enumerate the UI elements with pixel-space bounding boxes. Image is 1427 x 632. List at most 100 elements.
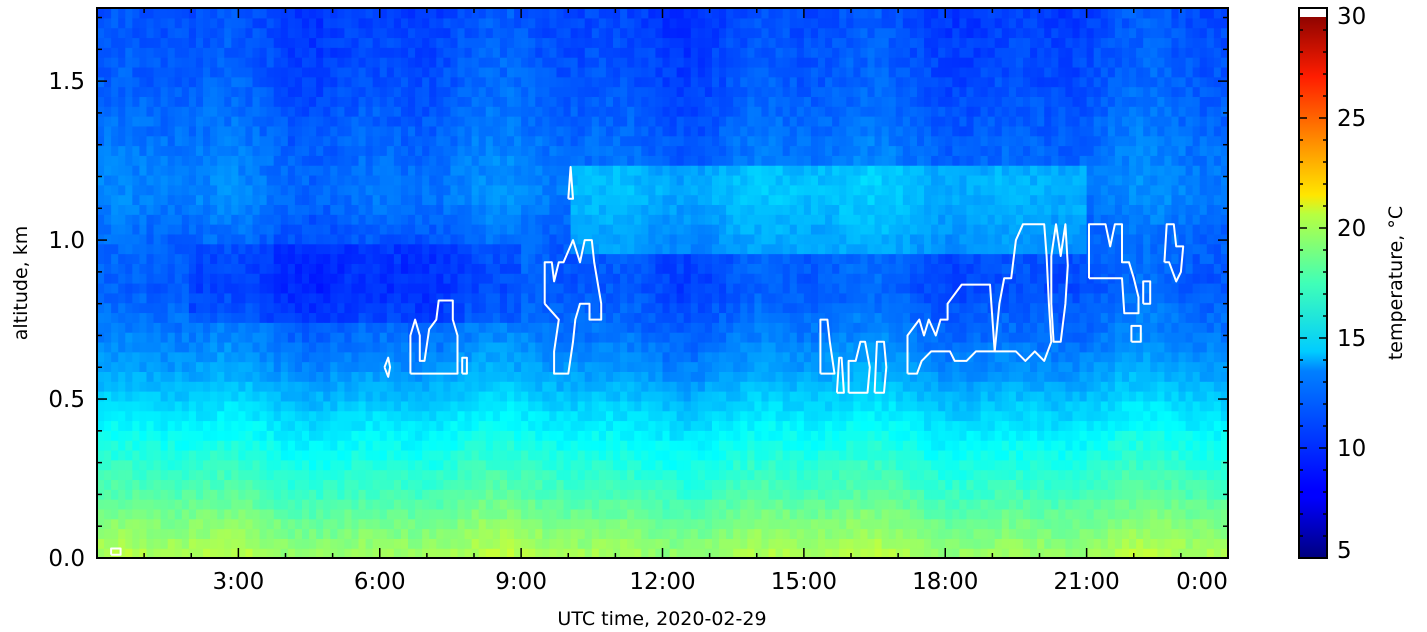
heatmap-cell: [309, 538, 317, 549]
heatmap-cell: [111, 459, 119, 471]
heatmap-cell: [118, 155, 126, 166]
heatmap-cell: [287, 381, 296, 392]
heatmap-cell: [436, 66, 444, 78]
heatmap-cell: [118, 37, 126, 48]
heatmap-cell: [641, 508, 649, 520]
heatmap-cell: [252, 332, 261, 343]
heatmap-cell: [690, 243, 699, 255]
heatmap-cell: [231, 430, 239, 441]
heatmap-cell: [372, 322, 381, 333]
heatmap-cell: [408, 371, 416, 382]
heatmap-cell: [294, 47, 303, 58]
heatmap-cell: [301, 184, 310, 196]
heatmap-cell: [676, 165, 685, 176]
heatmap-cell: [203, 214, 211, 225]
heatmap-cell: [570, 17, 579, 29]
heatmap-cell: [118, 430, 126, 441]
heatmap-cell: [294, 243, 303, 255]
heatmap-cell: [648, 27, 657, 39]
heatmap-cell: [457, 233, 466, 245]
heatmap-cell: [174, 420, 183, 431]
heatmap-cell: [273, 27, 282, 39]
heatmap-cell: [492, 489, 501, 500]
heatmap-cell: [224, 332, 232, 343]
heatmap-cell: [690, 479, 699, 490]
heatmap-cell: [408, 204, 416, 215]
heatmap-cell: [464, 125, 473, 137]
heatmap-cell: [711, 253, 720, 264]
heatmap-cell: [704, 292, 713, 304]
heatmap-cell: [379, 430, 388, 441]
heatmap-cell: [535, 332, 543, 343]
heatmap-cell: [111, 312, 119, 323]
heatmap-cell: [146, 174, 155, 186]
heatmap-cell: [287, 430, 296, 441]
heatmap-cell: [181, 204, 190, 215]
heatmap-cell: [422, 322, 430, 333]
heatmap-cell: [506, 430, 515, 441]
heatmap-cell: [683, 430, 692, 441]
heatmap-cell: [174, 283, 183, 294]
heatmap-cell: [309, 174, 317, 186]
heatmap-cell: [485, 27, 494, 39]
heatmap-cell: [280, 430, 289, 441]
heatmap-cell: [464, 57, 473, 68]
heatmap-cell: [259, 233, 268, 245]
heatmap-cell: [344, 312, 353, 323]
heatmap-cell: [167, 224, 176, 235]
heatmap-cell: [174, 76, 183, 88]
heatmap-cell: [591, 479, 600, 490]
heatmap-cell: [598, 469, 607, 481]
heatmap-cell: [372, 86, 381, 97]
heatmap-cell: [400, 469, 409, 481]
heatmap-cell: [181, 8, 190, 19]
heatmap-cell: [104, 184, 112, 196]
heatmap-cell: [245, 194, 254, 206]
heatmap-cell: [104, 243, 112, 255]
heatmap-cell: [697, 8, 706, 19]
heatmap-cell: [683, 155, 692, 166]
heatmap-cell: [697, 17, 706, 29]
heatmap-cell: [379, 174, 388, 186]
heatmap-cell: [210, 312, 218, 323]
heatmap-cell: [655, 508, 664, 520]
heatmap-cell: [676, 233, 685, 245]
heatmap-cell: [415, 194, 423, 206]
heatmap-cell: [203, 253, 211, 264]
heatmap-cell: [598, 253, 607, 264]
heatmap-cell: [528, 253, 536, 264]
heatmap-cell: [266, 233, 275, 245]
heatmap-cell: [280, 243, 289, 255]
heatmap-cell: [436, 361, 444, 372]
heatmap-cell: [393, 116, 402, 127]
heatmap-cell: [287, 400, 296, 412]
heatmap-cell: [429, 430, 437, 441]
heatmap-cell: [514, 508, 522, 520]
heatmap-cell: [210, 273, 218, 284]
heatmap-cell: [153, 96, 162, 107]
heatmap-cell: [181, 332, 190, 343]
heatmap-cell: [648, 322, 657, 333]
heatmap-cell: [118, 292, 126, 304]
heatmap-cell: [351, 499, 360, 510]
heatmap-cell: [655, 479, 664, 490]
heatmap-cell: [118, 351, 126, 363]
heatmap-cell: [620, 17, 628, 29]
heatmap-cell: [210, 47, 218, 58]
heatmap-cell: [422, 459, 430, 471]
heatmap-cell: [316, 341, 324, 353]
heatmap-cell: [415, 400, 423, 412]
heatmap-cell: [372, 341, 381, 353]
heatmap-cell: [259, 116, 268, 127]
heatmap-cell: [620, 548, 628, 558]
heatmap-cell: [542, 135, 550, 147]
heatmap-cell: [188, 449, 197, 461]
heatmap-cell: [408, 27, 416, 39]
heatmap-cell: [415, 116, 423, 127]
heatmap-cell: [160, 518, 169, 530]
heatmap-cell: [118, 371, 126, 382]
heatmap-cell: [662, 116, 671, 127]
heatmap-cell: [294, 312, 303, 323]
heatmap-cell: [719, 391, 727, 402]
heatmap-cell: [620, 420, 628, 431]
